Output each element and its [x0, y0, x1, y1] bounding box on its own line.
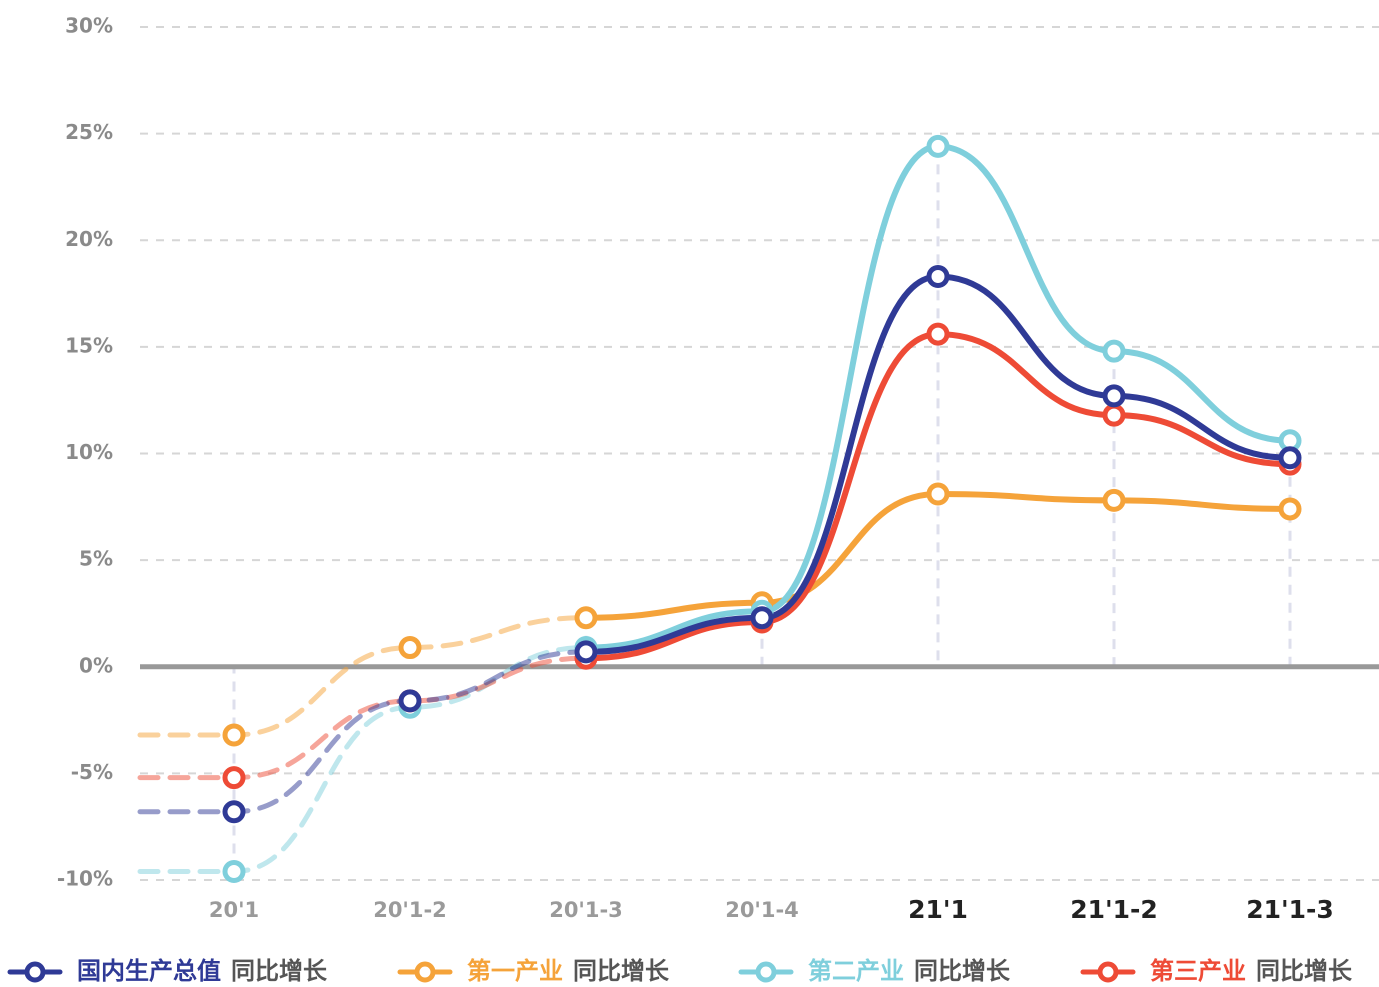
x-tick-label: 21'1-3	[1246, 895, 1334, 924]
legend-label: 第二产业 同比增长	[808, 957, 1011, 985]
legend-name: 第一产业	[467, 957, 563, 985]
legend-marker	[755, 961, 777, 983]
legend-item: 第二产业 同比增长	[738, 957, 1011, 985]
y-tick-label: 25%	[65, 120, 113, 144]
y-tick-label: 10%	[65, 440, 113, 464]
y-tick-label: 5%	[79, 547, 113, 571]
y-tick-label: 20%	[65, 227, 113, 251]
x-tick-label: 20'1-3	[549, 898, 623, 922]
legend-suffix: 同比增长	[914, 957, 1011, 985]
legend-suffix: 同比增长	[573, 957, 670, 985]
y-tick-label: 15%	[65, 333, 113, 357]
point	[926, 265, 950, 289]
point	[574, 606, 598, 630]
point	[1278, 446, 1302, 470]
legend-label: 第三产业 同比增长	[1150, 957, 1353, 985]
point	[222, 766, 246, 790]
point	[398, 689, 422, 713]
legend-item: 第三产业 同比增长	[1080, 957, 1353, 985]
legend-name: 第二产业	[808, 957, 904, 985]
x-tick-label: 20'1	[209, 898, 259, 922]
legend-label: 第一产业 同比增长	[467, 957, 670, 985]
legend-label: 国内生产总值 同比增长	[77, 957, 328, 985]
legend-item: 国内生产总值 同比增长	[7, 957, 328, 985]
line	[583, 331, 1293, 662]
point	[222, 723, 246, 747]
legend-name: 国内生产总值	[77, 957, 221, 985]
point	[1102, 339, 1126, 363]
legend-suffix: 同比增长	[1256, 957, 1353, 985]
x-tick-label: 20'1-4	[725, 898, 799, 922]
legend-marker	[1097, 961, 1119, 983]
line-dashed	[137, 649, 589, 815]
x-tick-label: 20'1-2	[373, 898, 447, 922]
legend-marker	[24, 961, 46, 983]
point	[222, 800, 246, 824]
point	[222, 859, 246, 883]
line-dashed	[137, 655, 589, 781]
legend-name: 第三产业	[1150, 957, 1246, 985]
point	[926, 482, 950, 506]
point	[1102, 384, 1126, 408]
y-tick-label: -5%	[71, 760, 113, 784]
y-tick-label: 0%	[79, 653, 113, 677]
x-tick-label: 21'1	[908, 895, 968, 924]
legend-suffix: 同比增长	[231, 957, 328, 985]
point	[398, 636, 422, 660]
point	[1102, 403, 1126, 427]
line-dashed	[137, 645, 589, 874]
point	[574, 640, 598, 664]
y-tick-label: -10%	[57, 867, 113, 891]
point	[926, 134, 950, 158]
point	[1102, 488, 1126, 512]
legend-marker	[414, 961, 436, 983]
legend-item: 第一产业 同比增长	[397, 957, 670, 985]
point	[1278, 497, 1302, 521]
point	[750, 606, 774, 630]
y-tick-label: 30%	[65, 14, 113, 38]
x-tick-label: 21'1-2	[1070, 895, 1158, 924]
point	[926, 322, 950, 346]
line-dashed	[137, 615, 589, 738]
